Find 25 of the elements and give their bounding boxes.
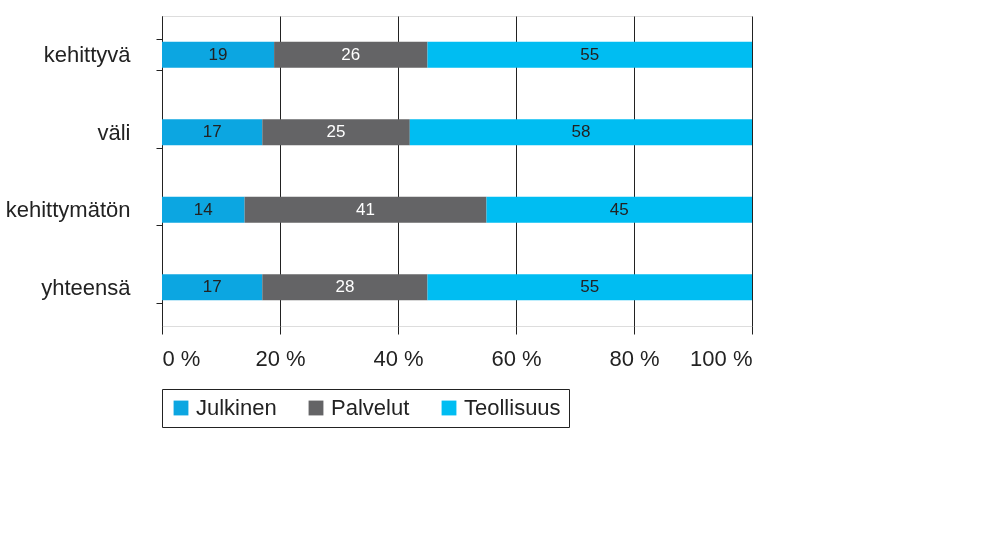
data-label: 55 [580,44,600,64]
data-label: 17 [202,277,222,297]
legend-label: Palvelut [331,395,410,420]
x-tick-label: 20 % [255,345,306,371]
y-tick-label: yhteensä [41,274,132,300]
x-tick-label: 80 % [609,345,660,371]
legend-label: Julkinen [196,395,277,420]
data-label: 26 [341,44,361,64]
y-tick-label: väli [97,119,131,145]
data-label: 25 [326,122,346,142]
data-label: 19 [208,44,228,64]
data-label: 28 [335,277,355,297]
data-label: 45 [609,199,629,219]
y-tick-label: kehittyvä [43,42,132,68]
data-label: 58 [571,122,591,142]
legend-label: Teollisuus [464,395,561,420]
x-tick-label: 60 % [491,345,542,371]
x-tick-label: 100 % [690,345,753,371]
data-label: 55 [580,277,600,297]
data-label: 14 [193,199,213,219]
data-label: 17 [202,122,222,142]
data-label: 41 [356,199,376,219]
y-tick-label: kehittymätön [5,197,131,223]
x-tick-label: 40 % [373,345,424,371]
x-tick-label: 0 % [162,345,201,371]
